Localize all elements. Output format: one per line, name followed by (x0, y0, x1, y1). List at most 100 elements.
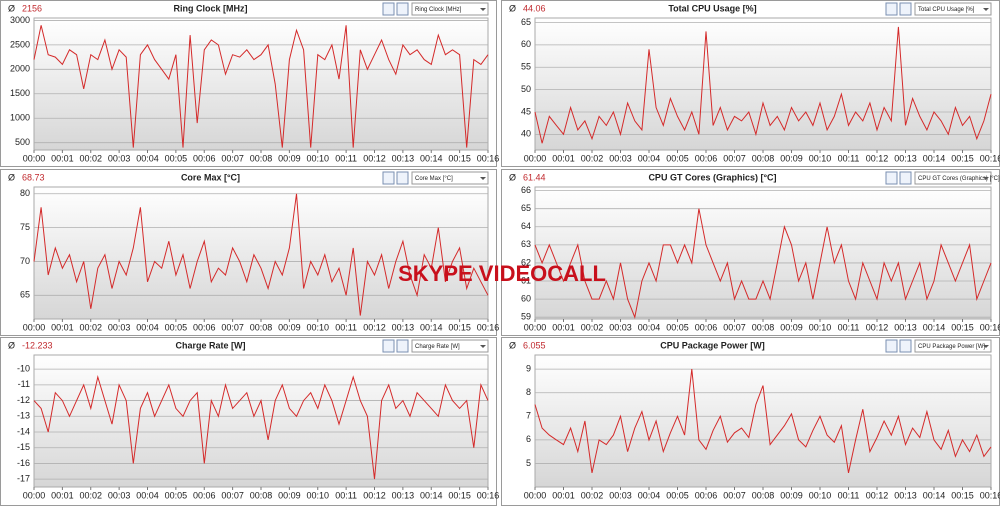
average-symbol: Ø (509, 172, 516, 182)
dropdown-box (914, 339, 992, 353)
x-tick-label: 00:02 (581, 322, 604, 332)
x-tick-label: 00:12 (363, 322, 386, 332)
y-tick-label: 7 (526, 411, 531, 421)
y-tick-label: -15 (17, 442, 30, 452)
x-tick-label: 00:10 (306, 322, 329, 332)
x-tick-label: 00:16 (477, 153, 500, 163)
data-line (534, 26, 992, 144)
y-tick-label: 45 (521, 106, 531, 116)
x-tick-label: 00:07 (723, 490, 746, 500)
y-tick-label: 2500 (10, 39, 30, 49)
plot-area (534, 354, 992, 488)
y-tick-label: 5 (526, 458, 531, 468)
x-tick-label: 00:16 (980, 153, 1000, 163)
y-tick-label: 1000 (10, 113, 30, 123)
x-tick-label: 00:13 (392, 490, 415, 500)
icon (396, 2, 409, 16)
x-tick-label: 00:10 (306, 490, 329, 500)
x-tick-label: 00:04 (638, 490, 661, 500)
y-tick-label: 8 (526, 387, 531, 397)
x-tick-label: 00:07 (723, 153, 746, 163)
x-tick-label: 00:01 (552, 322, 575, 332)
dropdown-arrow (983, 177, 989, 180)
panel-title: Core Max [°C] (181, 172, 240, 182)
dropdown[interactable]: Charge Rate [W] (411, 339, 489, 353)
y-tick-label: 70 (20, 256, 30, 266)
dropdown-box (411, 339, 489, 353)
plot-area (534, 17, 992, 151)
icon (885, 171, 898, 185)
y-tick-label: 9 (526, 364, 531, 374)
average-value: 2156 (22, 3, 42, 13)
x-tick-label: 00:07 (221, 490, 244, 500)
icon (885, 339, 898, 353)
x-tick-label: 00:01 (552, 153, 575, 163)
x-tick-label: 00:08 (752, 153, 775, 163)
x-tick-label: 00:10 (809, 322, 832, 332)
x-tick-label: 00:02 (79, 490, 102, 500)
average-value: 68.73 (22, 172, 45, 182)
dropdown[interactable]: Core Max [°C] (411, 171, 489, 185)
x-tick-label: 00:08 (250, 322, 273, 332)
x-tick-label: 00:05 (666, 490, 689, 500)
x-tick-label: 00:05 (666, 153, 689, 163)
data-line (33, 375, 489, 480)
x-tick-label: 00:05 (165, 322, 188, 332)
x-tick-label: 00:05 (165, 153, 188, 163)
dropdown-text: Core Max [°C] (415, 176, 453, 182)
x-tick-label: 00:00 (23, 153, 46, 163)
average-value: 6.055 (523, 340, 546, 350)
dropdown[interactable]: Total CPU Usage [%] (914, 2, 992, 16)
icon (382, 171, 395, 185)
dropdown-text: Ring Clock [MHz] (415, 7, 462, 13)
x-tick-label: 00:05 (666, 322, 689, 332)
y-tick-label: 61 (521, 275, 531, 285)
y-tick-label: 60 (521, 39, 531, 49)
panel: Ø -12.233 Charge Rate [W] Charge Rate [W] -1… (0, 337, 499, 506)
x-tick-label: 00:12 (866, 490, 889, 500)
x-tick-label: 00:00 (524, 322, 547, 332)
icon (899, 171, 912, 185)
dropdown-arrow (480, 177, 486, 180)
x-tick-label: 00:14 (420, 490, 443, 500)
y-tick-label: -17 (17, 474, 30, 484)
x-tick-label: 00:16 (477, 322, 500, 332)
y-tick-label: 65 (521, 203, 531, 213)
average-symbol: Ø (509, 340, 516, 350)
data-line (534, 369, 992, 474)
dropdown-text: Charge Rate [W] (415, 344, 460, 350)
x-tick-label: 00:02 (581, 153, 604, 163)
x-tick-label: 00:02 (581, 490, 604, 500)
x-tick-label: 00:15 (951, 153, 974, 163)
panel: Ø 2156 Ring Clock [MHz] Ring Clock [MHz] 500… (0, 0, 500, 167)
dropdown[interactable]: CPU Package Power [W] (914, 339, 992, 353)
x-tick-label: 00:11 (838, 153, 860, 163)
x-tick-label: 00:09 (278, 490, 301, 500)
y-tick-label: 59 (521, 312, 531, 322)
x-tick-label: 00:13 (392, 322, 415, 332)
y-tick-label: 64 (521, 221, 531, 231)
dropdown-box (411, 2, 489, 16)
x-tick-label: 00:12 (363, 490, 386, 500)
dropdown-arrow (983, 345, 989, 348)
x-tick-label: 00:01 (51, 490, 74, 500)
panel: Ø 61.44 CPU GT Cores (Graphics) [°C] CPU GT… (501, 169, 1000, 336)
y-tick-label: -16 (17, 458, 30, 468)
y-tick-label: 55 (521, 62, 531, 72)
icon (382, 339, 395, 353)
y-tick-label: 63 (521, 239, 531, 249)
y-tick-label: 50 (521, 84, 531, 94)
icon (396, 339, 409, 353)
x-tick-label: 00:15 (448, 322, 471, 332)
icon (885, 2, 898, 16)
x-tick-label: 00:00 (23, 490, 46, 500)
x-tick-label: 00:06 (193, 322, 216, 332)
x-tick-label: 00:08 (752, 322, 775, 332)
x-tick-label: 00:06 (695, 153, 718, 163)
dropdown[interactable]: CPU GT Cores (Graphics) [°C] (914, 171, 1000, 185)
y-tick-label: 40 (521, 129, 531, 139)
x-tick-label: 00:14 (420, 153, 443, 163)
x-tick-label: 00:15 (448, 490, 471, 500)
x-tick-label: 00:09 (780, 322, 803, 332)
dropdown[interactable]: Ring Clock [MHz] (411, 2, 489, 16)
